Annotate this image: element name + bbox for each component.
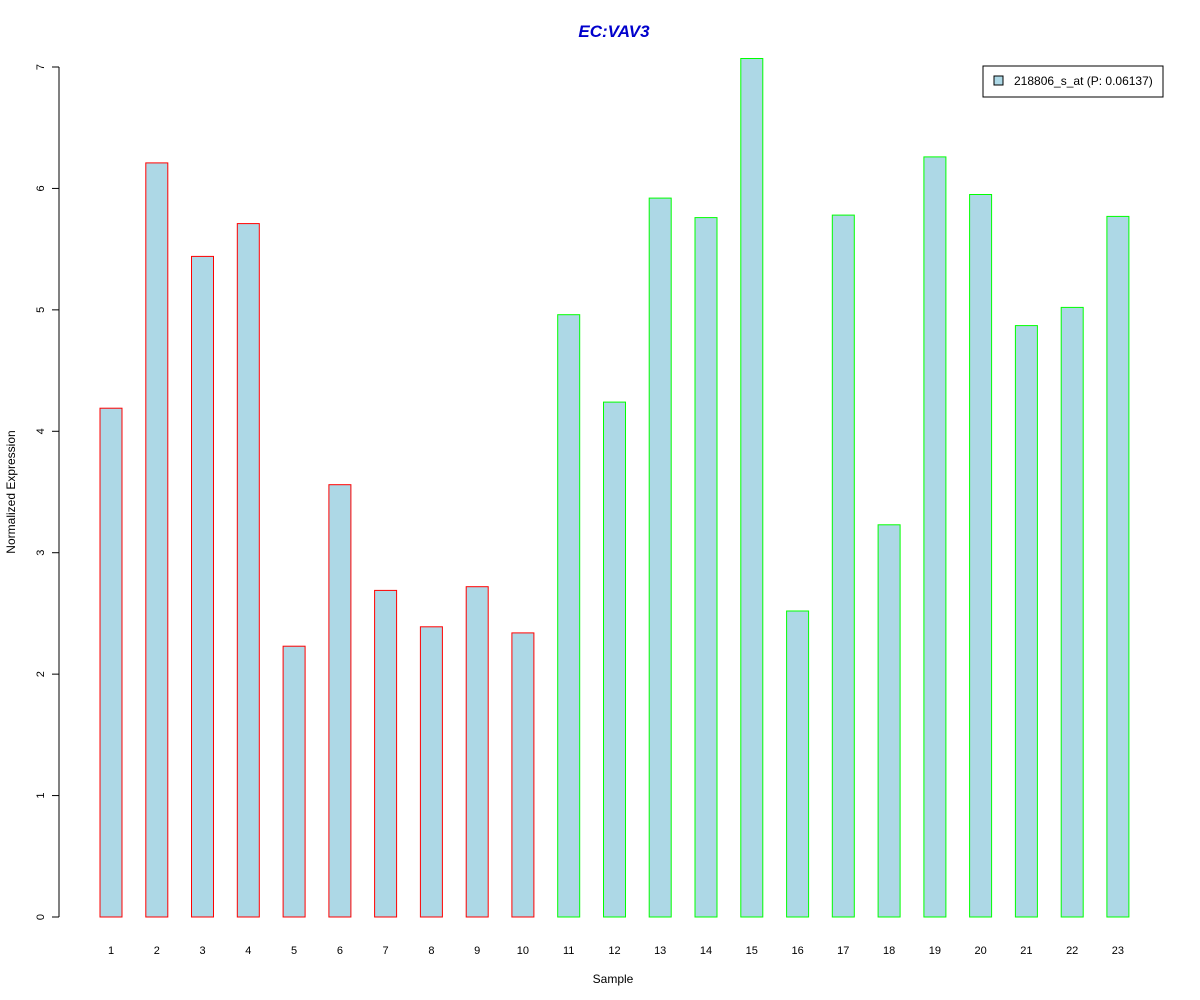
bar-sample-11 — [557, 314, 581, 918]
x-tick-label: 20 — [974, 945, 986, 957]
bar-sample-9 — [465, 586, 489, 918]
bar-sample-8 — [419, 626, 443, 918]
bar-sample-1 — [99, 407, 123, 918]
y-axis-label: Normalized Expression — [4, 430, 18, 553]
legend-swatch — [993, 75, 1004, 86]
legend-label: 218806_s_at (P: 0.06137) — [1014, 74, 1153, 88]
y-tick-label: 4 — [35, 428, 47, 434]
x-tick-label: 17 — [837, 945, 849, 957]
x-tick-label: 8 — [428, 945, 434, 957]
chart-title: EC:VAV3 — [578, 22, 650, 41]
y-tick-label: 7 — [35, 64, 47, 70]
x-tick-label: 9 — [474, 945, 480, 957]
x-tick-label: 11 — [563, 945, 574, 957]
bar-sample-2 — [145, 162, 169, 918]
bar-sample-23 — [1106, 215, 1130, 918]
bar-sample-19 — [923, 156, 947, 918]
bar-sample-17 — [831, 214, 855, 918]
y-tick-label: 5 — [35, 307, 47, 313]
bar-sample-13 — [648, 197, 672, 918]
bar-sample-6 — [328, 484, 352, 918]
x-tick-label: 22 — [1066, 945, 1078, 957]
legend-box — [982, 65, 1164, 98]
x-tick-labels: 1 2 3 4 5 6 7 8 9 10 11 12 13 14 15 16 17 18 19 20 21 22 23 — [108, 945, 1124, 957]
x-tick-label: 6 — [337, 945, 343, 957]
bar-sample-18 — [877, 524, 901, 918]
bar-sample-5 — [282, 645, 306, 918]
bar-sample-12 — [603, 401, 626, 918]
bar-sample-20 — [969, 194, 993, 918]
x-tick-label: 19 — [929, 945, 941, 957]
x-tick-label: 4 — [245, 945, 251, 957]
bar-sample-22 — [1060, 306, 1084, 918]
bar-sample-16 — [786, 610, 810, 918]
x-tick-label: 1 — [108, 945, 114, 957]
bar-sample-4 — [236, 223, 260, 918]
y-tick-label: 2 — [35, 671, 47, 677]
x-axis-label: Sample — [593, 972, 634, 986]
x-tick-label: 7 — [383, 945, 389, 957]
x-tick-label: 2 — [154, 945, 160, 957]
x-tick-label: 3 — [199, 945, 205, 957]
y-axis: 0 1 2 3 4 5 6 7 — [35, 64, 60, 920]
bar-sample-14 — [694, 217, 718, 918]
bar-sample-7 — [374, 589, 398, 918]
y-tick-label: 1 — [35, 793, 47, 799]
x-tick-label: 14 — [700, 945, 712, 957]
bar-sample-15 — [740, 58, 764, 918]
x-tick-label: 5 — [291, 945, 297, 957]
bar-sample-10 — [511, 632, 535, 918]
bar-sample-3 — [191, 255, 214, 918]
x-tick-label: 21 — [1020, 945, 1032, 957]
y-tick-label: 0 — [35, 914, 47, 920]
x-tick-label: 13 — [654, 945, 666, 957]
x-tick-label: 12 — [608, 945, 620, 957]
bar-sample-21 — [1014, 325, 1038, 918]
y-tick-label: 6 — [35, 185, 47, 191]
x-tick-label: 23 — [1112, 945, 1124, 957]
x-tick-label: 16 — [791, 945, 803, 957]
x-tick-label: 18 — [883, 945, 895, 957]
x-tick-label: 15 — [746, 945, 758, 957]
x-tick-label: 10 — [517, 945, 529, 957]
legend: 218806_s_at (P: 0.06137) — [982, 65, 1164, 98]
y-tick-label: 3 — [35, 550, 47, 556]
bars-group — [99, 58, 1130, 918]
